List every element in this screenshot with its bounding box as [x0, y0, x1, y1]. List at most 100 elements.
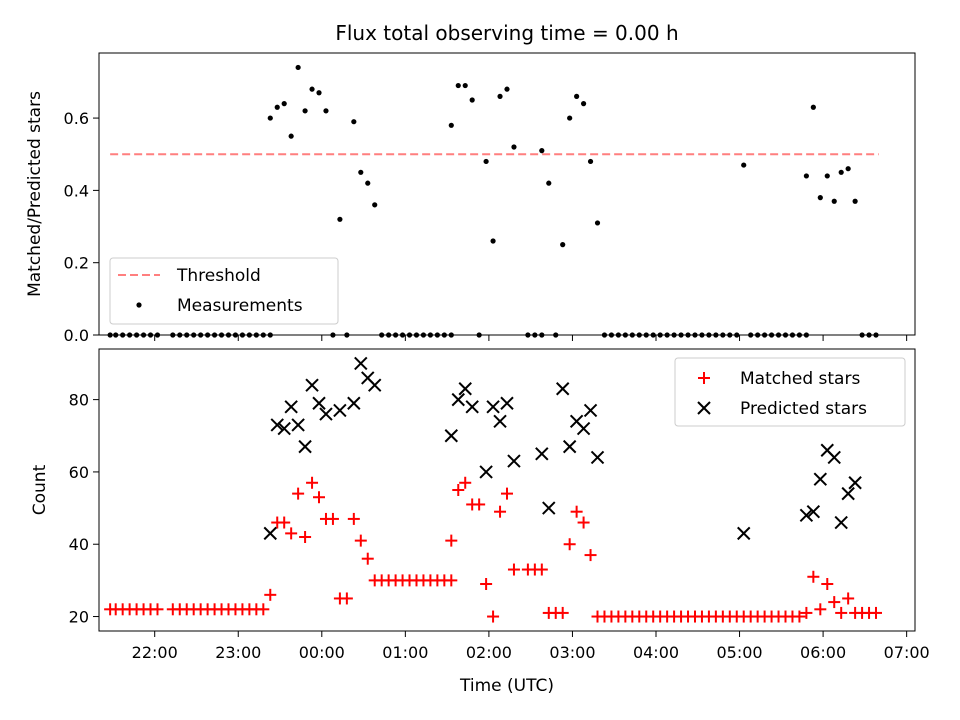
- predicted-star-marker: [486, 400, 500, 414]
- measurement-point: [483, 158, 489, 165]
- legend-predicted-label: Predicted stars: [740, 399, 867, 419]
- x-tick-label: 05:00: [716, 643, 762, 662]
- predicted-star-marker: [813, 472, 828, 486]
- matched-star-marker: [257, 603, 270, 616]
- matched-star-marker: [842, 592, 855, 605]
- matched-star-marker: [828, 596, 841, 609]
- predicted-star-marker: [493, 414, 507, 429]
- bottom-y-tick-label: 40: [69, 535, 89, 554]
- measurement-point: [469, 97, 475, 103]
- top-y-tick-label: 0.0: [64, 326, 89, 345]
- x-tick-label: 06:00: [800, 643, 846, 662]
- matched-star-marker: [151, 603, 164, 616]
- top-y-tick-label: 0.4: [64, 181, 89, 200]
- predicted-star-marker: [590, 450, 605, 465]
- predicted-star-marker: [298, 439, 312, 454]
- matched-star-marker: [563, 538, 576, 551]
- measurement-point: [358, 169, 364, 175]
- matched-star-marker: [292, 487, 305, 500]
- measurement-point: [817, 195, 823, 201]
- predicted-star-marker: [333, 403, 347, 418]
- bottom-x-ticks: 22:00 23:00 00:00 01:00 02:00 03:00 04:00 05:00…: [132, 631, 930, 662]
- measurement-point: [560, 242, 566, 248]
- predicted-star-marker: [319, 407, 333, 421]
- matched-star-marker: [577, 516, 590, 529]
- measurement-point: [455, 82, 461, 89]
- measurement-point: [845, 166, 851, 172]
- matched-star-marker: [487, 610, 500, 623]
- bottom-y-ticks: 20 40 60 80: [69, 391, 99, 627]
- predicted-star-marker: [806, 504, 821, 519]
- predicted-star-marker: [507, 454, 521, 468]
- matched-star-marker: [313, 491, 326, 504]
- x-tick-label: 01:00: [382, 643, 428, 662]
- measurement-point: [372, 202, 378, 208]
- measurement-point: [281, 101, 287, 107]
- bottom-legend-box: [674, 357, 906, 427]
- measurement-point: [803, 173, 809, 179]
- x-tick-label: 23:00: [215, 643, 261, 662]
- matched-star-marker: [835, 606, 848, 619]
- predicted-star-marker: [562, 439, 577, 454]
- predicted-star-marker: [291, 418, 305, 432]
- top-y-tick-label: 0.2: [64, 254, 89, 273]
- x-tick-label: 04:00: [633, 643, 679, 662]
- matched-star-marker: [278, 516, 291, 529]
- measurement-point: [337, 216, 343, 222]
- matched-star-marker: [584, 549, 597, 562]
- matched-star-marker: [354, 534, 367, 547]
- legend-matched-swatch: [698, 372, 710, 384]
- legend-threshold-label: Threshold: [176, 266, 261, 286]
- measurement-point: [567, 115, 573, 121]
- bottom-y-axis-label: Count: [30, 464, 50, 515]
- x-axis-label: Time (UTC): [459, 676, 554, 696]
- measurement-point: [824, 173, 830, 179]
- predicted-star-marker: [799, 508, 814, 523]
- measurement-point: [490, 238, 496, 244]
- measurement-point: [497, 93, 503, 99]
- predicted-star-marker: [347, 396, 361, 410]
- predicted-star-marker: [284, 400, 298, 414]
- matched-star-marker: [347, 512, 360, 525]
- bottom-y-tick-label: 60: [69, 463, 89, 482]
- measurement-point: [539, 148, 545, 154]
- measurement-point: [852, 198, 858, 204]
- matched-star-marker: [306, 476, 319, 489]
- bottom-legend: Matched stars Predicted stars: [674, 357, 906, 427]
- top-legend: Threshold Measurements: [109, 257, 339, 325]
- matched-star-marker: [326, 512, 339, 525]
- matched-star-marker: [361, 552, 374, 565]
- matched-star-marker: [814, 603, 827, 616]
- measurement-point: [831, 198, 837, 204]
- bottom-axes-frame: [98, 348, 916, 632]
- predicted-star-marker: [444, 429, 459, 443]
- measurement-point: [351, 119, 357, 125]
- measurement-point: [587, 158, 594, 165]
- matched-star-marker: [800, 606, 813, 619]
- matched-star-marker: [445, 574, 458, 587]
- predicted-star-marker: [263, 526, 277, 541]
- top-axes-frame: [98, 52, 916, 336]
- predicted-star-marker: [368, 378, 382, 392]
- measurement-point: [309, 86, 315, 92]
- legend-matched-label: Matched stars: [740, 369, 860, 389]
- matched-star-marker: [445, 534, 458, 547]
- predicted-star-marker: [583, 403, 598, 418]
- predicted-star-marker: [848, 476, 862, 490]
- measurement-point: [295, 64, 301, 71]
- predicted-star-marker: [277, 421, 291, 436]
- matched-star-marker: [459, 476, 472, 489]
- predicted-star-marker: [827, 450, 841, 465]
- predicted-star-marker: [305, 378, 319, 392]
- measurement-point: [365, 180, 371, 186]
- bottom-y-tick-label: 20: [69, 608, 89, 627]
- measurement-point: [838, 169, 844, 175]
- predicted-star-marker: [465, 400, 479, 414]
- predicted-star-marker: [354, 356, 368, 371]
- matched-star-marker: [473, 498, 486, 511]
- matched-star-marker: [570, 505, 583, 518]
- measurement-point: [574, 93, 580, 99]
- matched-star-marker: [507, 563, 520, 576]
- predicted-star-marker: [451, 392, 465, 407]
- x-tick-label: 02:00: [466, 643, 512, 662]
